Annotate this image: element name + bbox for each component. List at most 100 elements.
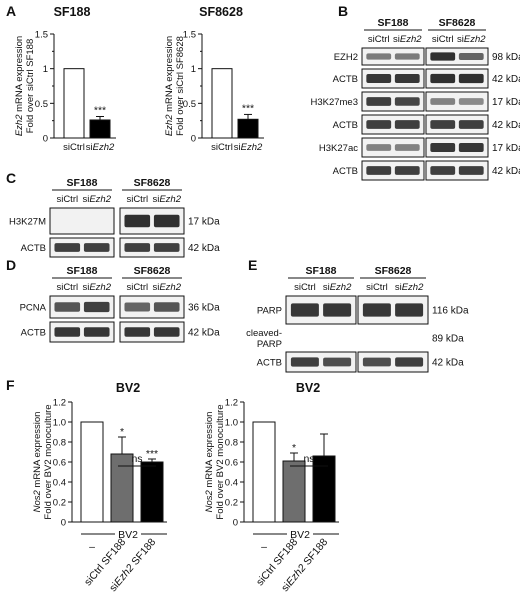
y-axis-label: Nos2 mRNA expression: [32, 412, 43, 513]
kda-marker: 42 kDa: [188, 328, 220, 339]
y-tick-label: 0.4: [225, 478, 238, 489]
category-label: siEzh2: [86, 142, 115, 153]
protein-band: [323, 357, 352, 367]
category-label: siEzh2: [234, 142, 263, 153]
bar-1: [110, 453, 134, 523]
y-axis-label: Ezh2 mRNA expression: [164, 36, 175, 136]
protein-band: [395, 357, 424, 367]
panel-label-e: E: [248, 257, 257, 273]
lane-label: siEzh2: [457, 34, 486, 45]
protein-band: [362, 357, 391, 367]
group-header: SF188: [67, 265, 98, 277]
group-header: SF188: [67, 177, 98, 189]
protein-band: [430, 98, 456, 105]
chart-title: BV2: [296, 381, 320, 395]
protein-band: [366, 166, 392, 175]
group-header: SF8628: [439, 17, 476, 29]
group-label-bg: [287, 527, 313, 540]
chart-f-right: BV2 Nos2 mRNA expression Fold over BV2 mon…: [204, 381, 339, 594]
lane-label: siEzh2: [82, 282, 111, 293]
category-label: siCtrl: [211, 142, 233, 153]
blot-panel-c: SF188 SF8628 siCtrl siEzh2 siCtrl siEzh2 H3K27…: [9, 177, 220, 258]
protein-band: [83, 243, 110, 252]
protein-band: [124, 214, 151, 228]
protein-band: [54, 327, 81, 337]
protein-band: [395, 303, 424, 317]
significance-mark: ***: [94, 105, 106, 117]
lane-label: siEzh2: [323, 282, 352, 293]
blot-box: [361, 137, 425, 158]
lane-label: siCtrl: [56, 194, 78, 205]
protein-band: [458, 73, 484, 84]
blot-box: [425, 91, 489, 112]
protein-band: [430, 120, 456, 129]
protein-band: [458, 98, 484, 105]
panel-label-f: F: [6, 377, 15, 393]
group-label: BV2: [118, 529, 138, 541]
protein-band: [430, 73, 456, 84]
panel-label-d: D: [6, 257, 16, 273]
y-axis-label: Fold over BV2 monoculture: [215, 404, 226, 519]
blot-box: [361, 47, 425, 66]
lane-label: siEzh2: [393, 34, 422, 45]
bar-1: [89, 119, 111, 139]
blot-box: [119, 321, 185, 343]
protein-band: [83, 327, 110, 337]
protein-band: [394, 144, 420, 151]
y-tick-label: 1.0: [53, 418, 66, 429]
blot-box: [361, 68, 425, 89]
bar-0: [80, 421, 104, 523]
panel-label-a: A: [6, 3, 16, 19]
y-axis-label: Ezh2 mRNA expression: [14, 36, 25, 136]
chart-title: BV2: [116, 381, 140, 395]
protein-band: [458, 143, 484, 152]
lane-label: siEzh2: [82, 194, 111, 205]
y-axis-label: Fold over BV2 monoculture: [43, 404, 54, 519]
group-header: SF8628: [134, 177, 171, 189]
y-tick-label: 1.2: [225, 398, 238, 409]
kda-marker: 42 kDa: [492, 74, 520, 85]
y-tick-label: 0: [233, 518, 238, 529]
protein-band: [458, 166, 484, 175]
chart-title: SF188: [54, 5, 91, 19]
blot-panel-d: SF188 SF8628 siCtrl siEzh2 siCtrl siEzh2 PCNA 3…: [20, 265, 220, 343]
y-tick-label: 0: [43, 134, 48, 145]
row-label: PARP: [257, 339, 282, 350]
group-header: SF188: [378, 17, 409, 29]
chart-a-sf8628: SF8628 Ezh2 mRNA expression Fold over siCt…: [164, 5, 264, 153]
protein-band: [430, 52, 456, 61]
kda-marker: 36 kDa: [188, 303, 220, 314]
blot-box: [361, 114, 425, 135]
protein-band: [394, 74, 420, 83]
kda-marker: 42 kDa: [492, 166, 520, 177]
kda-marker: 42 kDa: [432, 358, 464, 369]
blot-box: [49, 237, 115, 258]
blot-box: [425, 68, 489, 89]
y-tick-label: 0.2: [53, 498, 66, 509]
bracket-label: ns: [303, 453, 314, 465]
protein-band: [153, 243, 180, 252]
chart-a-sf188: SF188 Ezh2 mRNA expression Fold over siCtr…: [14, 5, 116, 153]
y-tick-label: 0.4: [53, 478, 66, 489]
y-tick-label: 0: [61, 518, 66, 529]
blot-box: [119, 295, 185, 319]
kda-marker: 42 kDa: [188, 243, 220, 254]
row-label: ACTB: [333, 120, 358, 131]
protein-band: [366, 144, 392, 151]
row-label: PARP: [257, 306, 282, 317]
group-header: SF8628: [134, 265, 171, 277]
protein-band: [394, 120, 420, 129]
protein-band: [394, 166, 420, 175]
protein-band: [290, 303, 319, 317]
protein-band: [83, 301, 110, 313]
bar-0: [63, 68, 85, 139]
protein-band: [290, 357, 319, 367]
y-tick-label: 1.0: [225, 418, 238, 429]
row-label: cleaved-: [246, 328, 282, 339]
lane-label: siCtrl: [432, 34, 454, 45]
row-label: ACTB: [257, 358, 282, 369]
panel-label-b: B: [338, 3, 348, 19]
lane-label: siCtrl: [126, 194, 148, 205]
